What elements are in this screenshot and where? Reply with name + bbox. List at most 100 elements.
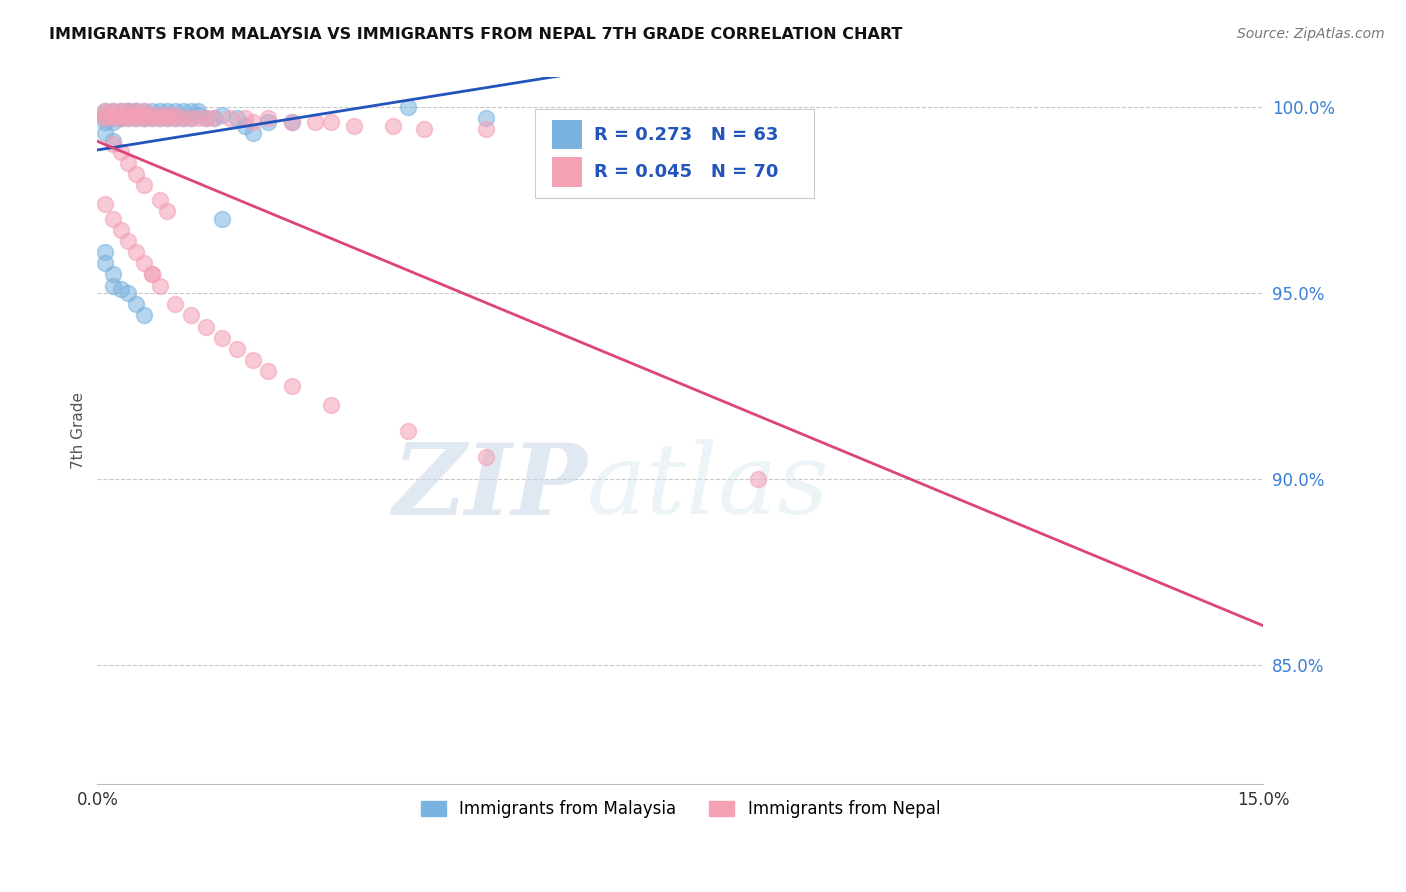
Point bbox=[94, 256, 117, 270]
Point bbox=[180, 112, 202, 126]
Point bbox=[141, 268, 163, 282]
Point bbox=[747, 472, 769, 486]
Point bbox=[101, 107, 124, 121]
Point bbox=[101, 103, 124, 118]
Point bbox=[94, 245, 117, 260]
Point bbox=[156, 112, 179, 126]
Point bbox=[165, 112, 187, 126]
Point bbox=[475, 450, 498, 464]
Point bbox=[117, 286, 139, 301]
Point bbox=[242, 115, 264, 129]
Point bbox=[141, 112, 163, 126]
Point bbox=[475, 112, 498, 126]
Point bbox=[110, 103, 132, 118]
Point bbox=[148, 278, 170, 293]
Point bbox=[132, 103, 155, 118]
FancyBboxPatch shape bbox=[534, 109, 814, 197]
Point bbox=[319, 398, 342, 412]
Point bbox=[148, 193, 170, 207]
Point bbox=[125, 107, 148, 121]
Point bbox=[125, 103, 148, 118]
Point bbox=[180, 103, 202, 118]
Point bbox=[226, 112, 249, 126]
Point bbox=[156, 107, 179, 121]
Point bbox=[117, 156, 139, 170]
Point bbox=[132, 107, 155, 121]
Point bbox=[187, 112, 209, 126]
Point bbox=[94, 112, 117, 126]
Point bbox=[94, 103, 117, 118]
Point bbox=[110, 107, 132, 121]
Point bbox=[148, 112, 170, 126]
Point bbox=[226, 342, 249, 356]
Point bbox=[132, 103, 155, 118]
Point bbox=[110, 112, 132, 126]
Text: R = 0.045   N = 70: R = 0.045 N = 70 bbox=[595, 163, 779, 181]
Point bbox=[125, 245, 148, 260]
Text: Source: ZipAtlas.com: Source: ZipAtlas.com bbox=[1237, 27, 1385, 41]
Point bbox=[132, 112, 155, 126]
Point bbox=[110, 103, 132, 118]
Point bbox=[94, 107, 117, 121]
Point bbox=[110, 107, 132, 121]
Point bbox=[165, 112, 187, 126]
Point bbox=[101, 211, 124, 226]
Point bbox=[101, 107, 124, 121]
Point bbox=[211, 211, 233, 226]
Point bbox=[233, 112, 256, 126]
Point bbox=[125, 297, 148, 311]
Point bbox=[132, 107, 155, 121]
Point bbox=[117, 103, 139, 118]
Point bbox=[110, 145, 132, 159]
Point bbox=[156, 103, 179, 118]
Point bbox=[165, 107, 187, 121]
Point bbox=[101, 137, 124, 152]
Point bbox=[172, 103, 194, 118]
Point bbox=[110, 112, 132, 126]
Point bbox=[187, 103, 209, 118]
Text: atlas: atlas bbox=[588, 440, 830, 534]
Point bbox=[202, 112, 225, 126]
Point bbox=[125, 112, 148, 126]
Point bbox=[94, 112, 117, 126]
Point bbox=[172, 112, 194, 126]
Point bbox=[132, 309, 155, 323]
Point bbox=[101, 103, 124, 118]
Point bbox=[180, 112, 202, 126]
Point bbox=[148, 107, 170, 121]
Point bbox=[117, 112, 139, 126]
Point bbox=[412, 122, 434, 136]
FancyBboxPatch shape bbox=[553, 157, 582, 187]
Point bbox=[94, 197, 117, 211]
Point bbox=[257, 364, 280, 378]
Point bbox=[117, 103, 139, 118]
Point bbox=[110, 223, 132, 237]
Point bbox=[211, 107, 233, 121]
Point bbox=[242, 126, 264, 140]
Point bbox=[101, 278, 124, 293]
Point bbox=[141, 107, 163, 121]
Point bbox=[195, 319, 218, 334]
Point bbox=[242, 353, 264, 368]
Point bbox=[141, 107, 163, 121]
Point bbox=[156, 204, 179, 219]
Point bbox=[211, 331, 233, 345]
Point bbox=[117, 112, 139, 126]
Y-axis label: 7th Grade: 7th Grade bbox=[72, 392, 86, 469]
Point bbox=[117, 107, 139, 121]
Point bbox=[101, 112, 124, 126]
Point bbox=[148, 103, 170, 118]
Point bbox=[257, 115, 280, 129]
Point bbox=[101, 112, 124, 126]
Point bbox=[280, 115, 302, 129]
Point bbox=[101, 268, 124, 282]
Text: R = 0.273   N = 63: R = 0.273 N = 63 bbox=[595, 126, 779, 144]
Point bbox=[132, 112, 155, 126]
Point bbox=[141, 103, 163, 118]
Point bbox=[94, 126, 117, 140]
Point bbox=[141, 112, 163, 126]
Point bbox=[125, 103, 148, 118]
Point bbox=[117, 234, 139, 248]
Point bbox=[125, 103, 148, 118]
Point bbox=[396, 100, 419, 114]
